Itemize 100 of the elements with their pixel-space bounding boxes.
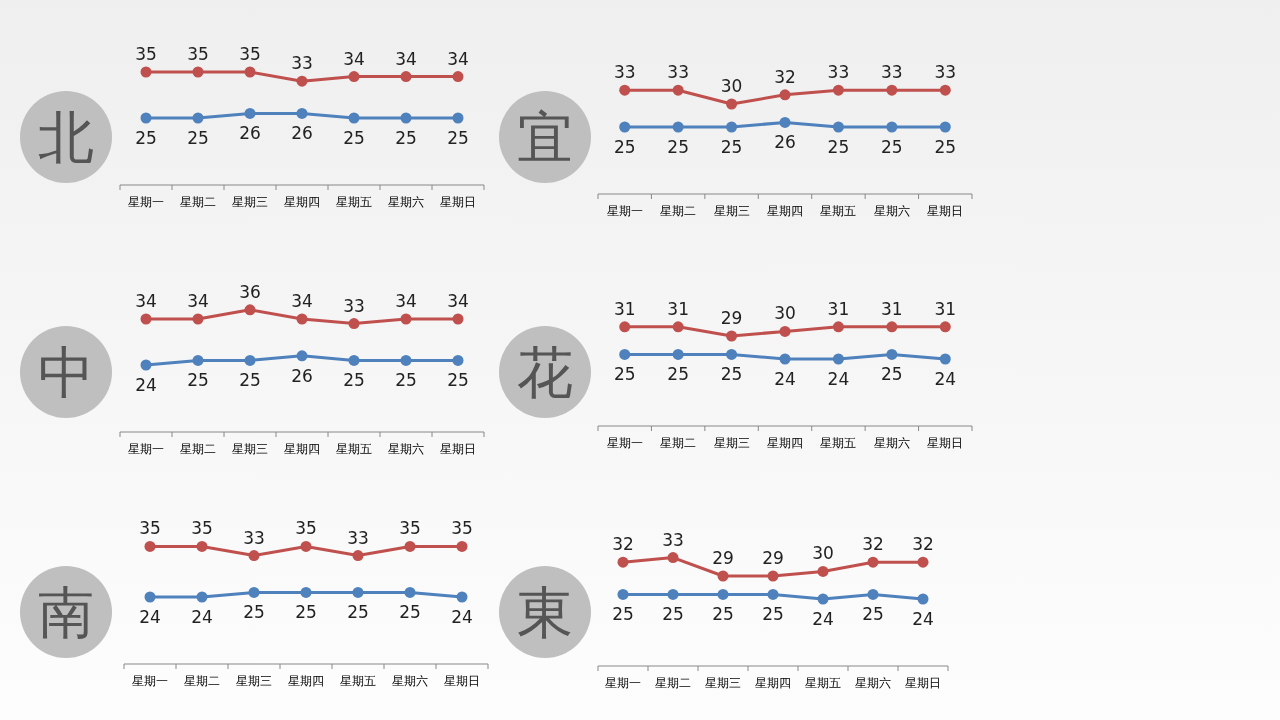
data-label: 25	[862, 604, 884, 625]
point	[779, 116, 791, 128]
point	[300, 540, 312, 552]
point	[400, 71, 412, 83]
point	[767, 588, 779, 600]
data-label: 35	[135, 44, 157, 64]
point	[400, 112, 412, 124]
x-tick-label: 星期六	[388, 195, 424, 209]
data-label: 33	[881, 62, 903, 83]
data-label: 33	[934, 62, 957, 83]
point	[939, 353, 951, 365]
data-label: 31	[613, 298, 636, 319]
point	[832, 321, 844, 333]
data-label: 25	[399, 602, 421, 623]
point	[140, 112, 152, 124]
point	[400, 313, 412, 325]
x-tick-label: 星期五	[340, 674, 376, 688]
data-label: 25	[395, 128, 417, 148]
data-label: 25	[395, 370, 417, 391]
data-label: 25	[712, 604, 734, 625]
point	[352, 586, 364, 598]
point	[140, 313, 152, 325]
point	[452, 354, 464, 366]
point	[917, 593, 929, 605]
data-label: 25	[187, 370, 209, 391]
x-tick-label: 星期四	[284, 442, 320, 456]
point	[140, 359, 152, 371]
point	[832, 121, 844, 133]
data-label: 25	[762, 604, 784, 625]
x-tick-label: 星期六	[873, 436, 910, 450]
point	[404, 586, 416, 598]
x-tick-label: 星期四	[288, 674, 324, 688]
point	[456, 591, 468, 603]
x-tick-label: 星期二	[655, 676, 691, 690]
point	[192, 354, 204, 366]
x-tick-label: 星期一	[128, 442, 164, 456]
x-tick-label: 星期三	[713, 204, 750, 218]
point	[672, 321, 684, 333]
text: 北	[38, 105, 94, 170]
data-label: 25	[827, 137, 850, 157]
data-label: 34	[447, 48, 469, 69]
x-tick-label: 星期一	[132, 674, 168, 688]
point	[817, 593, 829, 605]
point	[667, 552, 679, 564]
chart-title: 花	[517, 340, 573, 405]
point	[832, 353, 844, 365]
data-label: 31	[827, 298, 850, 319]
point	[886, 321, 898, 333]
text: 中	[38, 340, 94, 405]
point	[296, 75, 308, 87]
data-label: 35	[295, 518, 317, 539]
x-tick-label: 星期日	[927, 436, 964, 450]
data-label: 35	[187, 44, 209, 64]
x-tick-label: 星期五	[336, 442, 372, 456]
point	[248, 550, 260, 562]
point	[348, 354, 360, 366]
data-label: 34	[135, 291, 157, 311]
data-label: 32	[862, 534, 884, 555]
data-label: 25	[187, 128, 209, 148]
x-tick-label: 星期日	[444, 674, 480, 688]
data-label: 24	[912, 609, 934, 629]
data-label: 25	[347, 602, 369, 623]
data-label: 32	[912, 534, 934, 555]
data-label: 32	[774, 66, 796, 87]
point	[348, 112, 360, 124]
data-label: 25	[720, 137, 743, 157]
point	[779, 325, 791, 337]
data-label: 30	[812, 543, 834, 564]
point	[144, 540, 156, 552]
x-tick-label: 星期六	[392, 674, 428, 688]
data-label: 34	[395, 291, 417, 311]
data-label: 24	[191, 607, 213, 627]
data-label: 26	[291, 365, 313, 386]
point	[672, 121, 684, 133]
point	[717, 570, 729, 582]
point	[192, 66, 204, 78]
point	[456, 540, 468, 552]
point	[452, 71, 464, 83]
point	[244, 304, 256, 316]
point	[779, 89, 791, 101]
data-label: 29	[720, 308, 743, 328]
data-label: 30	[720, 76, 743, 96]
x-tick-label: 星期二	[660, 204, 697, 218]
data-label: 25	[720, 364, 743, 385]
point	[348, 318, 360, 330]
data-label: 24	[135, 375, 157, 395]
x-tick-label: 星期四	[755, 676, 791, 690]
point	[400, 354, 412, 366]
data-label: 33	[662, 529, 684, 550]
x-tick-label: 星期六	[388, 442, 424, 456]
data-label: 25	[295, 602, 317, 623]
point	[726, 348, 738, 360]
point	[196, 591, 208, 603]
point	[619, 321, 631, 333]
x-tick-label: 星期五	[820, 436, 857, 450]
chart-title: 東	[517, 580, 573, 645]
data-label: 33	[347, 527, 369, 548]
point	[672, 84, 684, 96]
data-label: 24	[812, 609, 834, 629]
point	[817, 565, 829, 577]
